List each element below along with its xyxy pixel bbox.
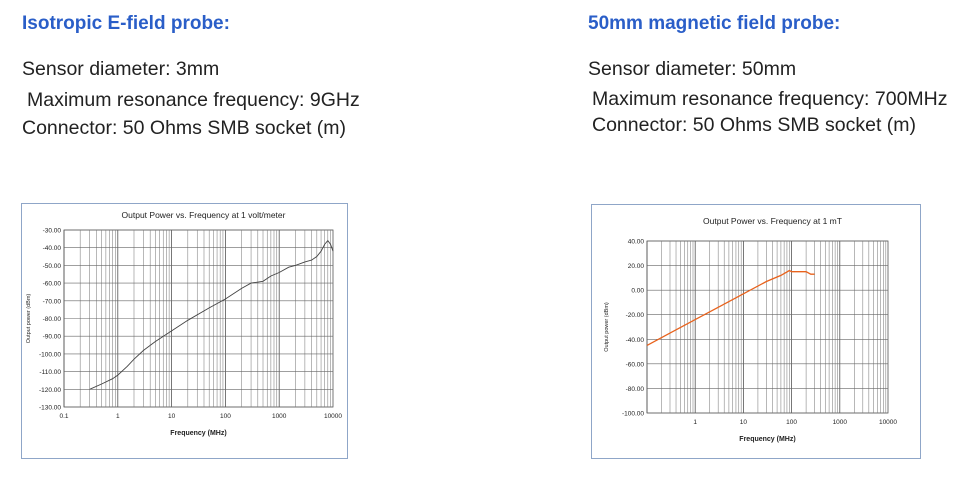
left-panel-title: Isotropic E-field probe: (22, 13, 230, 34)
y-tick-label: -80.00 (43, 316, 62, 323)
x-tick-label: 10 (168, 413, 176, 420)
x-tick-label: 10000 (324, 413, 342, 420)
x-tick-label: 10 (740, 419, 748, 426)
y-tick-label: -40.00 (43, 245, 62, 252)
x-tick-label: 1000 (272, 413, 287, 420)
chart-magnetic-field: 40.00 20.00 0.00 -20.00 -40.00 -60.00 -80.00 -1… (591, 204, 921, 459)
x-tick-label: 100 (786, 419, 797, 426)
x-tick-label: 1000 (833, 419, 848, 426)
spec-connector: Connector: 50 Ohms SMB socket (m) (592, 114, 917, 136)
x-axis-label: Frequency (MHz) (170, 430, 226, 437)
spec-max-resonance: Maximum resonance frequency: 9GHz (27, 89, 360, 111)
spec-max-resonance: Maximum resonance frequency: 700MHz (592, 88, 948, 110)
x-tick-label: 1 (116, 413, 120, 420)
y-tick-label: 40.00 (628, 239, 645, 246)
y-tick-label: -70.00 (43, 298, 62, 305)
y-tick-label: -30.00 (43, 228, 62, 235)
y-tick-label: -110.00 (39, 369, 61, 376)
spec-sensor-diameter: Sensor diameter: 50mm (588, 58, 797, 80)
y-tick-label: -100.00 (39, 351, 61, 358)
y-tick-label: -60.00 (43, 281, 62, 288)
y-tick-label: 20.00 (628, 263, 645, 270)
y-tick-label: -20.00 (626, 312, 645, 319)
y-tick-label: -50.00 (43, 263, 62, 270)
y-tick-label: -130.00 (39, 405, 61, 412)
chart-title: Output Power vs. Frequency at 1 volt/met… (122, 210, 286, 220)
y-tick-label: -100.00 (622, 411, 644, 418)
plot-area (646, 240, 889, 414)
y-axis-label: Output power (dBm) (604, 302, 610, 352)
y-tick-label: -120.00 (39, 387, 61, 394)
spec-sensor-diameter: Sensor diameter: 3mm (22, 58, 220, 80)
y-tick-label: -90.00 (43, 334, 62, 341)
right-panel-title: 50mm magnetic field probe: (588, 13, 841, 34)
series-line (646, 269, 815, 346)
x-tick-label: 10000 (879, 419, 897, 426)
x-tick-label: 0.1 (59, 413, 68, 420)
series-line (89, 239, 334, 390)
chart-title: Output Power vs. Frequency at 1 mT (703, 216, 842, 226)
x-tick-label: 100 (220, 413, 231, 420)
y-tick-label: -60.00 (626, 361, 645, 368)
x-tick-label: 1 (693, 419, 697, 426)
spec-connector: Connector: 50 Ohms SMB socket (m) (22, 117, 347, 139)
y-axis-label: Output power (dBm) (26, 294, 32, 344)
chart-e-field-svg: -30.00 -40.00 -50.00 -60.00 -70.00 -80.00 -90.… (26, 210, 342, 437)
x-axis-label: Frequency (MHz) (739, 436, 795, 443)
y-tick-label: -40.00 (626, 337, 645, 344)
y-tick-label: -80.00 (626, 386, 645, 393)
y-tick-label: 0.00 (631, 288, 644, 295)
chart-e-field: -30.00 -40.00 -50.00 -60.00 -70.00 -80.00 -90.… (21, 203, 348, 459)
chart-magnetic-field-svg: 40.00 20.00 0.00 -20.00 -40.00 -60.00 -80.00 -1… (604, 216, 897, 443)
